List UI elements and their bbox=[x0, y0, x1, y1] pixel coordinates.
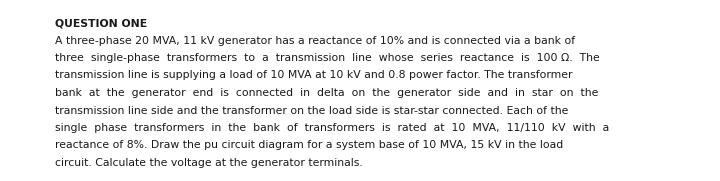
Text: single  phase  transformers  in  the  bank  of  transformers  is  rated  at  10 : single phase transformers in the bank of… bbox=[55, 123, 609, 133]
Text: QUESTION ONE: QUESTION ONE bbox=[55, 18, 147, 28]
Text: circuit. Calculate the voltage at the generator terminals.: circuit. Calculate the voltage at the ge… bbox=[55, 158, 363, 168]
Text: transmission line side and the transformer on the load side is star-star connect: transmission line side and the transform… bbox=[55, 106, 568, 115]
Text: reactance of 8%. Draw the pu circuit diagram for a system base of 10 MVA, 15 kV : reactance of 8%. Draw the pu circuit dia… bbox=[55, 140, 563, 150]
Text: transmission line is supplying a load of 10 MVA at 10 kV and 0.8 power factor. T: transmission line is supplying a load of… bbox=[55, 71, 572, 81]
Text: A three-phase 20 MVA, 11 kV generator has a reactance of 10% and is connected vi: A three-phase 20 MVA, 11 kV generator ha… bbox=[55, 35, 575, 45]
Text: three  single-phase  transformers  to  a  transmission  line  whose  series  rea: three single-phase transformers to a tra… bbox=[55, 53, 600, 63]
Text: bank  at  the  generator  end  is  connected  in  delta  on  the  generator  sid: bank at the generator end is connected i… bbox=[55, 88, 598, 98]
